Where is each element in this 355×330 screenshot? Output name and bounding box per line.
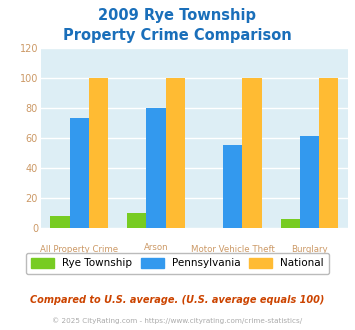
Text: Property Crime Comparison: Property Crime Comparison [63,28,292,43]
Legend: Rye Township, Pennsylvania, National: Rye Township, Pennsylvania, National [26,253,329,274]
Text: Burglary: Burglary [291,245,328,254]
Text: Compared to U.S. average. (U.S. average equals 100): Compared to U.S. average. (U.S. average … [30,295,325,305]
Text: 2009 Rye Township: 2009 Rye Township [98,8,257,23]
Bar [165,78,185,228]
Bar [242,78,262,228]
Bar [319,78,338,228]
Bar [50,216,70,228]
Bar [281,219,300,228]
Text: Motor Vehicle Theft: Motor Vehicle Theft [191,245,275,254]
Bar [146,108,165,228]
Bar [300,136,319,228]
Bar [127,213,146,228]
Bar [223,145,242,228]
Text: All Property Crime: All Property Crime [40,245,118,254]
Text: © 2025 CityRating.com - https://www.cityrating.com/crime-statistics/: © 2025 CityRating.com - https://www.city… [53,317,302,324]
Bar [70,118,89,228]
Text: Arson: Arson [144,243,168,251]
Bar [89,78,108,228]
Text: Larceny & Theft: Larceny & Theft [122,256,190,265]
